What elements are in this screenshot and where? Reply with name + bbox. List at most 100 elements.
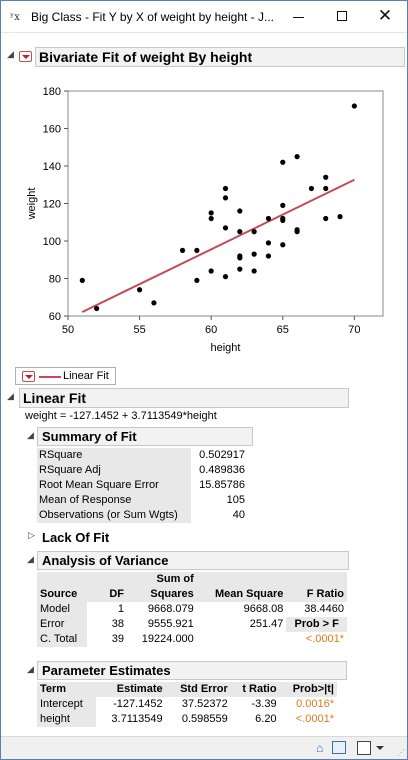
- params-disclosure-icon[interactable]: ◢: [27, 665, 34, 675]
- linear-fit-title[interactable]: Linear Fit: [19, 388, 349, 408]
- minimize-icon: [293, 17, 304, 18]
- summary-table: RSquare 0.502917 RSquare Adj 0.489836 Root M…: [37, 448, 247, 523]
- data-point[interactable]: [351, 103, 357, 109]
- params-cell-t: 6.20: [255, 713, 277, 725]
- data-point[interactable]: [194, 277, 200, 283]
- data-point[interactable]: [222, 225, 229, 231]
- summary-label: Mean of Response: [37, 493, 191, 508]
- linear-fit-disclosure-icon[interactable]: ◢: [7, 392, 14, 402]
- anova-cell-ms: 9668.08: [243, 603, 284, 615]
- data-point[interactable]: [151, 300, 157, 306]
- red-triangle-menu-icon[interactable]: [19, 51, 32, 62]
- data-point[interactable]: [294, 154, 300, 160]
- params-cell-se: 0.598559: [181, 713, 228, 725]
- anova-table: Sum of Source DF Squares Mean Square F R…: [37, 572, 347, 647]
- data-point[interactable]: [337, 214, 343, 220]
- data-point[interactable]: [94, 305, 100, 312]
- anova-cell-df: 1: [117, 603, 124, 615]
- legend-menu-icon[interactable]: [22, 371, 35, 382]
- data-point[interactable]: [222, 195, 229, 201]
- data-point[interactable]: [265, 253, 272, 259]
- summary-title[interactable]: Summary of Fit: [37, 427, 253, 446]
- summary-row: RSquare Adj 0.489836: [37, 463, 247, 478]
- plot-frame[interactable]: [67, 90, 384, 317]
- params-cell-se: 37.52372: [181, 698, 228, 710]
- y-tick-label: 160: [43, 124, 61, 136]
- params-cell-term: Intercept: [37, 697, 97, 712]
- maximize-button[interactable]: [321, 1, 365, 32]
- params-header-row: Term Estimate Std Error t Ratio Prob>|t|: [37, 682, 337, 697]
- home-icon[interactable]: ⌂: [316, 741, 324, 755]
- data-point[interactable]: [194, 247, 200, 253]
- fit-equation: weight = -127.1452 + 3.7113549*height: [25, 410, 217, 422]
- fit-line[interactable]: [81, 178, 355, 313]
- params-title[interactable]: Parameter Estimates: [37, 661, 347, 680]
- anova-header-f: F Ratio: [286, 587, 347, 602]
- data-point[interactable]: [208, 268, 214, 274]
- data-point[interactable]: [208, 215, 214, 222]
- anova-cell-ms: 251.47: [249, 618, 284, 630]
- x-tick-label: 60: [205, 324, 217, 336]
- summary-label: RSquare Adj: [37, 463, 191, 478]
- lack-of-fit-title[interactable]: Lack Of Fit: [37, 528, 247, 547]
- data-point[interactable]: [280, 202, 286, 208]
- y-tick-label: 60: [49, 311, 61, 323]
- close-button[interactable]: ✕: [363, 1, 407, 32]
- data-point[interactable]: [251, 268, 257, 274]
- data-point[interactable]: [237, 229, 243, 235]
- data-point[interactable]: [280, 242, 286, 248]
- disclosure-icon[interactable]: ◢: [7, 50, 14, 60]
- anova-disclosure-icon[interactable]: ◢: [27, 555, 34, 565]
- data-point[interactable]: [308, 185, 315, 192]
- app-icon: ʸx: [10, 12, 20, 23]
- params-cell-estimate: 3.7113549: [111, 713, 163, 725]
- lack-of-fit-disclosure-icon[interactable]: ▷: [28, 531, 35, 541]
- params-header-cell: Estimate: [96, 682, 166, 697]
- summary-row: RSquare 0.502917: [37, 448, 247, 463]
- data-point[interactable]: [208, 210, 214, 216]
- data-point[interactable]: [237, 255, 243, 261]
- data-point[interactable]: [179, 247, 186, 253]
- data-point[interactable]: [323, 215, 329, 222]
- anova-cell-df: 38: [111, 618, 124, 630]
- title-bar[interactable]: ʸx Big Class - Fit Y by X of weight by h…: [1, 1, 407, 33]
- data-point[interactable]: [323, 174, 329, 180]
- report-title[interactable]: Bivariate Fit of weight By height: [35, 47, 405, 67]
- anova-cell-f: Prob > F: [286, 617, 347, 632]
- scatter-plot: 50 55 60 65 70 60 80 100 120 140 160 180 height weigh…: [26, 86, 384, 354]
- maximize-icon: [337, 11, 347, 21]
- legend-line-swatch: [39, 376, 61, 378]
- data-point[interactable]: [222, 185, 229, 192]
- data-point[interactable]: [251, 251, 257, 257]
- summary-disclosure-icon[interactable]: ◢: [27, 431, 34, 441]
- data-point[interactable]: [280, 159, 286, 165]
- anova-header-ss2: Squares: [127, 587, 197, 602]
- window-list-icon[interactable]: [332, 741, 346, 754]
- minimize-button[interactable]: [277, 1, 321, 32]
- chevron-down-icon[interactable]: [376, 746, 384, 750]
- data-point[interactable]: [323, 185, 329, 192]
- anova-title[interactable]: Analysis of Variance: [37, 551, 349, 570]
- anova-row: C. Total 39 19224.000 <.0001*: [37, 632, 347, 647]
- anova-cell-ss: 19224.000: [141, 633, 194, 645]
- x-axis-label: height: [211, 342, 241, 354]
- data-point[interactable]: [265, 240, 272, 246]
- data-point[interactable]: [237, 208, 243, 214]
- x-tick-label: 55: [133, 324, 145, 336]
- data-point[interactable]: [251, 229, 257, 235]
- data-point[interactable]: [280, 217, 286, 223]
- legend[interactable]: Linear Fit: [15, 367, 116, 385]
- data-point[interactable]: [136, 287, 143, 293]
- anova-cell-source: Error: [37, 617, 87, 632]
- data-point[interactable]: [265, 215, 272, 222]
- params-header-cell: Std Error: [165, 682, 231, 697]
- status-bar: ⌂ ⋰: [1, 736, 407, 759]
- checkbox-icon[interactable]: [357, 741, 371, 755]
- x-tick-label: 50: [62, 324, 74, 336]
- summary-value: 0.489836: [199, 464, 245, 476]
- resize-grip-icon[interactable]: ⋰: [397, 748, 405, 757]
- data-point[interactable]: [79, 277, 85, 283]
- data-point[interactable]: [294, 229, 300, 235]
- data-point[interactable]: [222, 274, 229, 280]
- data-point[interactable]: [237, 266, 243, 272]
